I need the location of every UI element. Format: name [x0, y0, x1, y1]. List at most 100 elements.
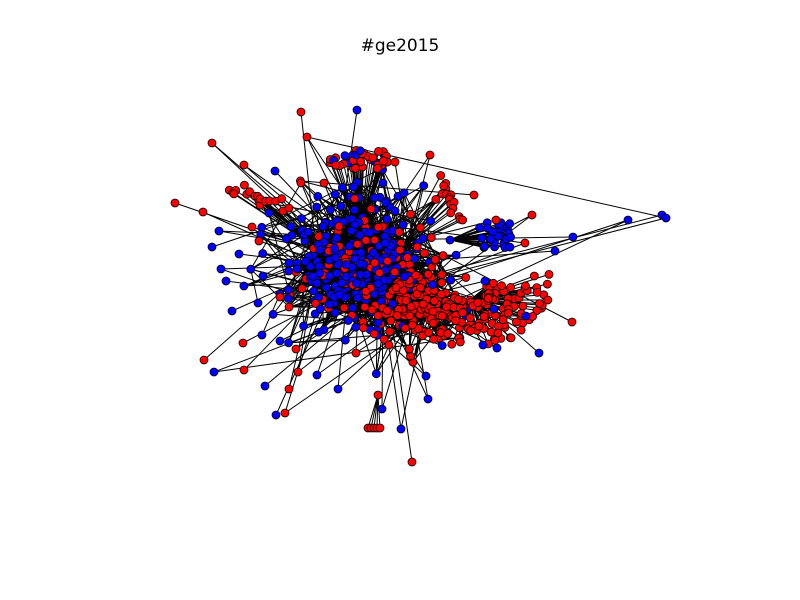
graph-edge [288, 334, 378, 344]
graph-node [466, 326, 476, 336]
graph-node [370, 235, 380, 245]
graph-edge [287, 206, 318, 299]
graph-node [477, 233, 487, 243]
graph-node [475, 223, 485, 233]
graph-node [568, 232, 578, 242]
graph-node [373, 390, 383, 400]
graph-node [446, 275, 456, 285]
graph-node [535, 299, 544, 308]
graph-node [321, 283, 331, 293]
figure-title: #ge2015 [360, 36, 440, 56]
graph-node [399, 188, 409, 198]
graph-node [380, 238, 390, 248]
graph-node [567, 317, 577, 327]
graph-node [407, 457, 417, 467]
graph-node [493, 328, 503, 338]
graph-node [347, 226, 356, 236]
graph-node [489, 304, 499, 314]
graph-node [258, 271, 268, 281]
graph-node [385, 327, 395, 337]
graph-node [370, 258, 380, 268]
graph-node [532, 287, 542, 297]
graph-node [479, 312, 489, 322]
graph-node [270, 166, 280, 176]
graph-node [521, 311, 531, 321]
graph-node [356, 157, 366, 166]
graph-node [390, 206, 400, 216]
graph-node [492, 343, 502, 353]
graph-node [381, 198, 391, 208]
graph-node [366, 204, 376, 214]
graph-node [402, 253, 412, 263]
graph-node [352, 105, 362, 115]
graph-node [488, 278, 498, 288]
graph-node [325, 271, 335, 281]
graph-node [378, 178, 388, 188]
graph-node [355, 230, 365, 240]
graph-node [506, 282, 516, 292]
graph-node [429, 334, 439, 344]
graph-node [544, 269, 554, 279]
graph-node [426, 233, 436, 243]
graph-node [406, 351, 415, 361]
graph-node [284, 384, 294, 394]
graph-node [332, 233, 342, 243]
graph-node [350, 254, 360, 264]
graph-node [383, 256, 392, 266]
graph-node [458, 215, 468, 225]
graph-node [209, 367, 219, 377]
graph-node [415, 223, 425, 233]
graph-node [337, 182, 347, 192]
graph-node [451, 316, 461, 326]
graph-node [442, 302, 451, 312]
graph-node [198, 207, 208, 217]
graph-node [302, 132, 312, 142]
graph-node [333, 384, 343, 394]
graph-node [356, 247, 366, 257]
graph-node [375, 423, 385, 433]
graph-node [349, 205, 359, 215]
graph-node [368, 153, 378, 163]
graph-node [313, 191, 323, 201]
graph-node [365, 228, 375, 238]
graph-node [505, 242, 515, 252]
graph-node [312, 202, 322, 212]
graph-node [424, 328, 434, 337]
graph-node [258, 249, 268, 258]
graph-edge [250, 234, 305, 270]
graph-node [291, 344, 301, 354]
graph-node [308, 271, 318, 281]
graph-node [361, 286, 371, 296]
graph-node [437, 289, 446, 299]
graph-node [351, 348, 361, 358]
graph-node [386, 316, 396, 326]
graph-node [480, 241, 489, 251]
graph-node [491, 215, 501, 225]
graph-node [361, 235, 371, 245]
graph-node [374, 146, 383, 156]
graph-node [315, 245, 325, 255]
graph-edge [403, 154, 431, 194]
graph-node [283, 294, 293, 303]
graph-edge [432, 219, 629, 313]
graph-node [296, 178, 306, 188]
graph-node [527, 210, 537, 220]
graph-node [214, 226, 224, 236]
graph-node [443, 329, 453, 339]
graph-node [277, 194, 287, 204]
graph-node [419, 181, 429, 191]
graph-node [437, 341, 447, 350]
graph-edge [403, 192, 456, 296]
graph-node [400, 272, 409, 282]
graph-node [275, 336, 285, 346]
graph-node [486, 234, 496, 244]
graph-node [349, 182, 358, 192]
graph-node [331, 160, 341, 170]
graph-node [543, 295, 553, 305]
graph-node [257, 222, 267, 232]
graph-node [341, 260, 351, 270]
graph-node [374, 268, 384, 278]
graph-node [336, 201, 346, 211]
graph-node [401, 296, 411, 306]
graph-node [284, 302, 294, 312]
